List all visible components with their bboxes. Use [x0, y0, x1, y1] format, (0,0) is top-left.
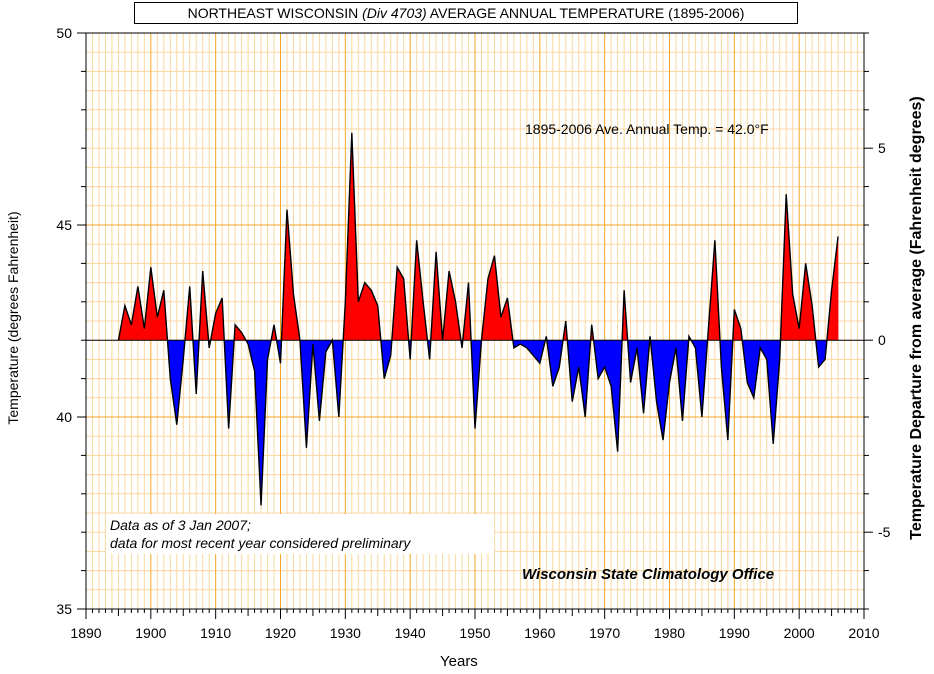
- chart-title-rest: AVERAGE ANNUAL TEMPERATURE (1895-2006): [426, 5, 745, 21]
- x-tick-label: 1900: [135, 625, 166, 641]
- departure-segment: [831, 236, 839, 341]
- data-note-line1: Data as of 3 Jan 2007;: [110, 517, 251, 533]
- chart-title-division: (Div 4703): [362, 5, 427, 21]
- x-tick-label: 1940: [395, 625, 426, 641]
- axis-ticks: [77, 32, 873, 619]
- x-tick-label: 1930: [330, 625, 361, 641]
- x-axis-label: Years: [440, 653, 478, 670]
- temperature-line: [117, 132, 839, 506]
- y-tick-label: 45: [56, 217, 72, 233]
- departure-segment: [234, 324, 242, 341]
- average-annotation: 1895-2006 Ave. Annual Temp. = 42.0°F: [525, 121, 769, 137]
- departure-segment: [656, 339, 664, 441]
- x-tick-label: 2000: [784, 625, 815, 641]
- data-note-line2: data for most recent year considered pre…: [110, 535, 411, 551]
- departure-segment: [526, 339, 534, 357]
- x-tick-label: 1920: [265, 625, 296, 641]
- series-line-group: [117, 132, 839, 506]
- x-tick-label: 1910: [200, 625, 231, 641]
- axis-tick-labels: 1890 1900 1910 1920 1930 1940 1950 1960 1970 1980…: [56, 25, 890, 641]
- x-tick-label: 1990: [719, 625, 750, 641]
- departure-segment: [604, 339, 612, 387]
- chart-title: NORTHEAST WISCONSIN (Div 4703) AVERAGE A…: [134, 2, 798, 24]
- y-tick-label: 50: [56, 25, 72, 41]
- departure-segment: [552, 339, 560, 387]
- x-tick-label: 2010: [848, 625, 879, 641]
- x-tick-label: 1970: [589, 625, 620, 641]
- departure-segment: [500, 297, 508, 341]
- x-tick-label: 1890: [70, 625, 101, 641]
- departure-fills: [118, 132, 839, 506]
- departure-segment: [448, 271, 456, 341]
- y-tick-label: 35: [56, 601, 72, 617]
- departure-segment: [364, 281, 372, 341]
- data-note: Data as of 3 Jan 2007; data for most rec…: [106, 514, 494, 554]
- y2-tick-label: 0: [878, 332, 886, 348]
- y-axis-label: Temperature (degrees Fahrenheit): [5, 211, 21, 425]
- y2-tick-label: -5: [878, 524, 891, 540]
- credit-text: Wisconsin State Climatology Office: [522, 566, 775, 583]
- y2-tick-label: 5: [878, 140, 886, 156]
- y-tick-label: 40: [56, 409, 72, 425]
- y2-axis-label: Temperature Departure from average (Fahr…: [908, 96, 925, 540]
- x-tick-label: 1980: [654, 625, 685, 641]
- chart-title-main: NORTHEAST WISCONSIN: [187, 5, 363, 21]
- x-tick-label: 1960: [524, 625, 555, 641]
- x-tick-label: 1950: [459, 625, 490, 641]
